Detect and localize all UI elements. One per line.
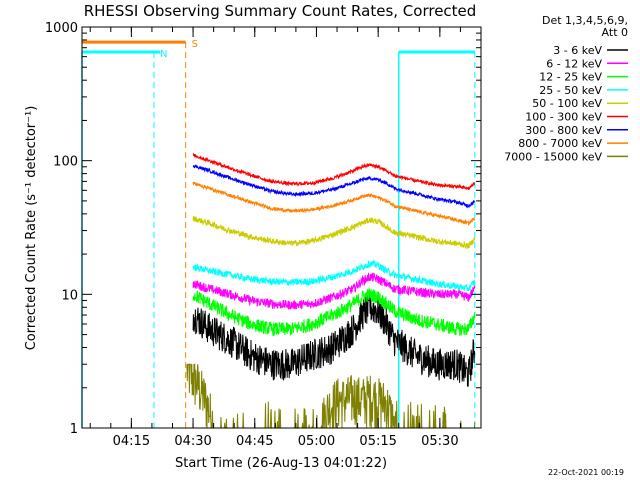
y-axis: 1 10 100 1000 — [45, 21, 481, 437]
legend-entry-label: 3 - 6 keV — [553, 44, 602, 57]
x-tick-label: 05:15 — [359, 434, 396, 449]
x-tick-label: 05:00 — [298, 434, 335, 449]
series-layer — [186, 152, 476, 430]
y-tick-label: 1 — [70, 422, 78, 437]
y-axis-label: Corrected Count Rate (s⁻¹ detector⁻¹) — [24, 106, 39, 351]
x-tick-label: 05:30 — [421, 434, 458, 449]
y-tick-label: 10 — [61, 288, 78, 303]
y-tick-label: 100 — [53, 155, 78, 170]
legend-header: Det 1,3,4,5,6,9, — [542, 14, 628, 27]
series-line — [192, 181, 476, 226]
legend-entry-label: 25 - 50 keV — [539, 84, 602, 97]
legend-entry-label: 800 - 7000 keV — [518, 137, 602, 150]
x-axis: 04:15 04:30 04:45 05:00 05:15 05:30 — [89, 27, 461, 449]
series-line — [192, 259, 476, 293]
plot-frame — [81, 26, 482, 429]
footer-timestamp: 22-Oct-2021 00:19 — [548, 468, 624, 477]
legend-header: Att 0 — [602, 26, 628, 39]
chart-title: RHESSI Observing Summary Count Rates, Co… — [84, 2, 477, 20]
flag-label: S — [192, 39, 198, 50]
series-line — [192, 291, 476, 387]
series-line — [192, 164, 476, 209]
series-line — [192, 152, 476, 191]
x-tick-label: 04:45 — [236, 434, 273, 449]
legend-entry-label: 7000 - 15000 keV — [504, 150, 602, 163]
x-tick-label: 04:15 — [113, 434, 150, 449]
legend-entry-label: 6 - 12 keV — [546, 57, 602, 70]
series-line — [192, 288, 476, 337]
x-tick-label: 04:30 — [174, 434, 211, 449]
legend-entry-label: 50 - 100 keV — [532, 97, 602, 110]
y-tick-label: 1000 — [45, 21, 78, 36]
series-line — [186, 363, 476, 430]
legend-entry-label: 100 - 300 keV — [525, 111, 602, 124]
flag-label: N — [160, 49, 167, 60]
legend-entry-label: 300 - 800 keV — [525, 124, 602, 137]
x-axis-label: Start Time (26-Aug-13 04:01:22) — [175, 456, 387, 471]
legend-entry-label: 12 - 25 keV — [539, 71, 602, 84]
series-line — [192, 272, 476, 310]
series-line — [192, 216, 476, 250]
